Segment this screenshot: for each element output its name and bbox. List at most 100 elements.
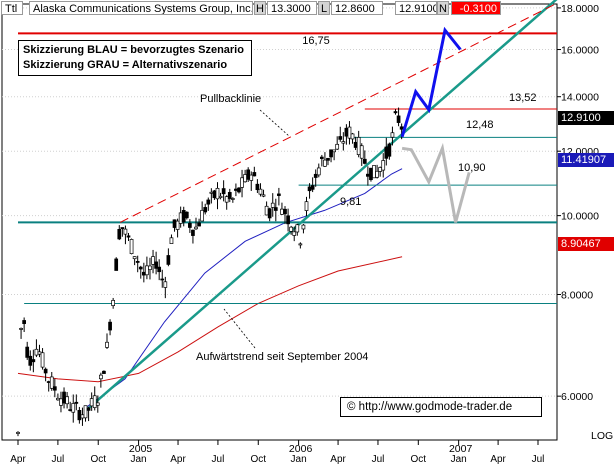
candle-body: [237, 187, 241, 193]
candle-body: [362, 158, 367, 164]
uptrend-line: [84, 0, 558, 413]
candle-body: [206, 199, 211, 205]
ma-long-line: [17, 256, 403, 383]
candle-body: [215, 187, 220, 200]
y-tick-label: 18.0000: [561, 3, 599, 15]
candle-body: [344, 127, 349, 137]
y-tick-label: 14.0000: [561, 92, 599, 104]
candle-body: [89, 398, 94, 407]
candle-body: [65, 396, 69, 405]
change-value: -0.3100: [451, 1, 501, 15]
candle-body: [332, 149, 336, 153]
close-label: N: [437, 1, 449, 15]
candle-body: [390, 132, 395, 138]
candle-body: [132, 256, 137, 260]
x-year-label: 2007: [449, 443, 473, 455]
candle-body: [258, 188, 263, 195]
candle-body: [359, 145, 364, 159]
candle-body: [151, 256, 155, 265]
candle-body: [71, 403, 76, 413]
low-value: 12.8600: [331, 1, 383, 15]
candle-body: [338, 136, 343, 140]
candle-body: [277, 193, 281, 196]
ma-long-tag: 8.90467: [558, 237, 614, 251]
candle-body: [381, 160, 386, 171]
candle-body: [62, 391, 66, 404]
pullback-pointer: [259, 109, 290, 137]
candle-body: [166, 255, 171, 265]
candle-body: [261, 194, 266, 197]
candle-body: [396, 115, 401, 123]
candle-body: [46, 381, 51, 383]
candle-body: [218, 195, 223, 198]
close-value: 12.9100: [395, 1, 437, 15]
candle-body: [310, 185, 315, 190]
candle-body: [255, 183, 260, 191]
candle-body: [86, 407, 91, 411]
uptrend-label: Aufwärtstrend seit September 2004: [196, 351, 368, 363]
candle-body: [160, 278, 165, 281]
candle-body: [270, 202, 275, 208]
candle-body: [68, 409, 73, 411]
candle-body: [393, 111, 398, 114]
candle-body: [369, 167, 373, 181]
log-scale-label: LOG: [591, 430, 613, 442]
candle-body: [105, 341, 109, 348]
candle-body: [292, 231, 297, 236]
level-label-1248: 12,48: [466, 119, 494, 131]
candle-body: [249, 174, 254, 181]
candle-body: [175, 220, 180, 230]
candle-body: [43, 368, 48, 374]
candle-body: [298, 243, 303, 246]
x-tick-label: Jan: [291, 454, 307, 464]
candle-body: [221, 188, 226, 195]
candle-body: [283, 208, 287, 215]
high-value: 13.3000: [267, 1, 317, 15]
x-tick-label: Jul: [532, 454, 545, 464]
candle-body: [117, 228, 122, 240]
candle-body: [95, 402, 100, 406]
candle-body: [335, 143, 340, 150]
candle-body: [212, 190, 217, 199]
candle-body: [301, 224, 306, 230]
x-tick-label: Apr: [490, 454, 506, 464]
y-tick-label: 16.0000: [561, 45, 599, 57]
symbol-prefix: Ttl: [1, 1, 23, 15]
candle-body: [22, 320, 26, 324]
candle-body: [102, 370, 106, 374]
current-price-tag: 12.9100: [558, 111, 614, 125]
candle-body: [129, 239, 134, 254]
candle-body: [378, 167, 383, 172]
candle-body: [141, 271, 146, 276]
candle-body: [80, 414, 85, 419]
candle-body: [145, 265, 149, 276]
pullback-label: Pullbacklinie: [200, 93, 261, 105]
pullback-line: [119, 3, 556, 223]
candle-body: [286, 215, 290, 225]
candle-body: [83, 405, 88, 419]
candle-body: [230, 198, 235, 200]
candle-body: [169, 237, 174, 244]
candle-body: [372, 165, 376, 179]
moving-averages: [17, 168, 403, 409]
candle-body: [108, 321, 112, 331]
candle-body: [191, 229, 195, 236]
x-tick-label: Oct: [250, 454, 266, 464]
candle-body: [92, 395, 97, 408]
candle-body: [234, 188, 238, 191]
candle-body: [246, 169, 251, 180]
candle-body: [138, 266, 143, 270]
copyright-notice[interactable]: © http://www.godmode-trader.de: [340, 397, 542, 417]
candle-body: [52, 386, 57, 391]
x-tick-label: Oct: [411, 454, 427, 464]
candle-body: [375, 170, 379, 178]
candle-body: [114, 258, 119, 271]
candle-body: [356, 137, 361, 156]
candle-body: [19, 328, 23, 330]
level-label-1675: 16,75: [302, 35, 330, 47]
candle-body: [353, 141, 358, 148]
level-label-1352: 13,52: [509, 92, 537, 104]
candle-body: [77, 410, 82, 421]
candle-body: [172, 219, 177, 228]
